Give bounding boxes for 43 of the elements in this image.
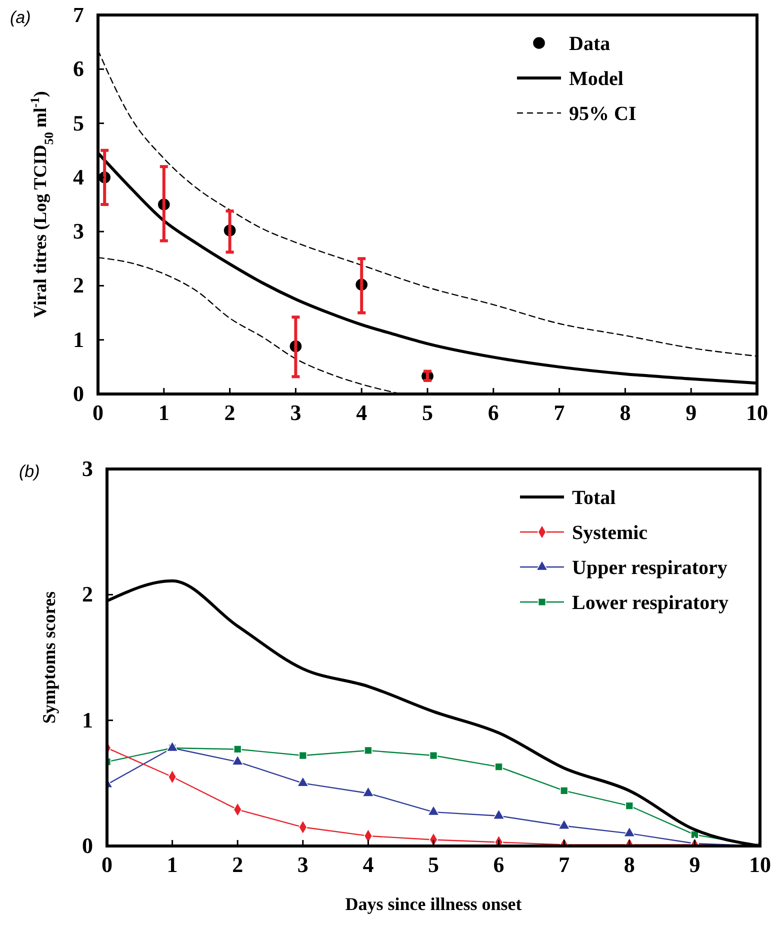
x-tick-label: 4 [362,852,374,877]
x-tick-label: 5 [428,852,439,877]
y-tick-label: 6 [73,56,84,82]
chart-title: (a) [10,8,31,27]
x-axis-title: Days since illness onset [345,894,522,914]
y-tick-label: 0 [82,833,93,858]
y-tick-label: 4 [73,164,84,190]
x-tick-label: 3 [290,400,302,425]
y-tick-label: 5 [73,110,84,136]
y-tick-label: 0 [73,381,84,406]
x-tick-label: 10 [749,852,771,877]
legend-label: Systemic [572,522,648,544]
legend-label: Lower respiratory [572,592,728,614]
legend-label: Data [569,33,610,55]
x-tick-label: 6 [493,852,504,877]
y-tick-label: 2 [73,272,84,298]
x-tick-label: 7 [554,400,565,425]
x-tick-label: 1 [158,400,170,425]
x-tick-label: 9 [686,400,697,425]
x-tick-label: 2 [224,400,236,425]
y-tick-label: 2 [82,582,93,607]
y-tick-label: 1 [73,326,84,352]
legend-label: Upper respiratory [572,557,728,579]
y-tick-label: 3 [82,456,93,481]
y-axis-title: Symptoms scores [39,591,59,724]
x-tick-label: 3 [297,852,308,877]
x-tick-label: 8 [624,852,635,877]
x-tick-label: 8 [620,400,631,425]
legend-label: 95% CI [569,103,636,125]
x-tick-label: 7 [558,852,570,877]
y-tick-label: 1 [82,707,93,732]
chart-title: (b) [19,462,40,481]
x-tick-label: 5 [422,400,433,425]
x-tick-label: 10 [746,400,768,425]
x-tick-label: 6 [488,400,499,425]
x-tick-label: 2 [232,852,244,877]
legend-label: Model [569,68,624,90]
legend-label: Total [572,487,616,509]
x-tick-label: 4 [356,400,368,425]
x-tick-label: 1 [166,852,178,877]
y-tick-label: 3 [73,218,84,244]
x-tick-label: 0 [102,852,112,877]
x-tick-label: 9 [689,852,700,877]
